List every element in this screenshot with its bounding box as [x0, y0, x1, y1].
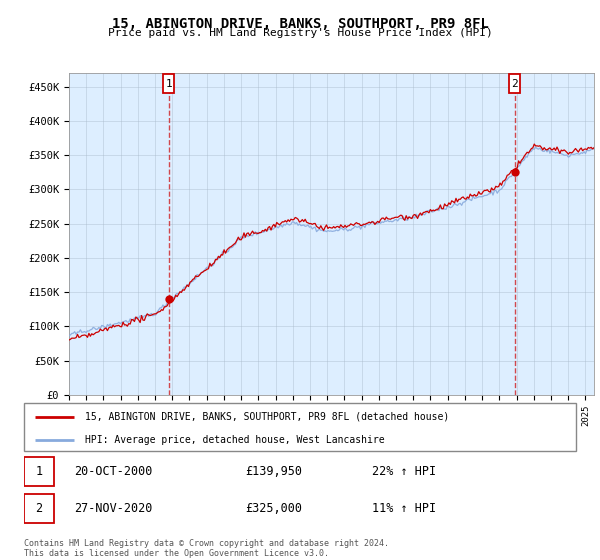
Text: 22% ↑ HPI: 22% ↑ HPI: [372, 465, 436, 478]
Text: 15, ABINGTON DRIVE, BANKS, SOUTHPORT, PR9 8FL (detached house): 15, ABINGTON DRIVE, BANKS, SOUTHPORT, PR…: [85, 412, 449, 422]
FancyBboxPatch shape: [24, 458, 55, 486]
Text: 1: 1: [35, 465, 43, 478]
Text: 1: 1: [166, 79, 172, 89]
Text: HPI: Average price, detached house, West Lancashire: HPI: Average price, detached house, West…: [85, 435, 385, 445]
FancyBboxPatch shape: [24, 494, 55, 523]
Text: £325,000: £325,000: [245, 502, 302, 515]
Text: Contains HM Land Registry data © Crown copyright and database right 2024.
This d: Contains HM Land Registry data © Crown c…: [24, 539, 389, 558]
Text: 27-NOV-2020: 27-NOV-2020: [74, 502, 152, 515]
FancyBboxPatch shape: [24, 403, 576, 451]
FancyBboxPatch shape: [509, 74, 520, 94]
Text: 2: 2: [35, 502, 43, 515]
FancyBboxPatch shape: [163, 74, 175, 94]
Text: Price paid vs. HM Land Registry's House Price Index (HPI): Price paid vs. HM Land Registry's House …: [107, 28, 493, 38]
Text: 11% ↑ HPI: 11% ↑ HPI: [372, 502, 436, 515]
Text: 20-OCT-2000: 20-OCT-2000: [74, 465, 152, 478]
Text: 2: 2: [511, 79, 518, 89]
Text: 15, ABINGTON DRIVE, BANKS, SOUTHPORT, PR9 8FL: 15, ABINGTON DRIVE, BANKS, SOUTHPORT, PR…: [112, 17, 488, 31]
Text: £139,950: £139,950: [245, 465, 302, 478]
